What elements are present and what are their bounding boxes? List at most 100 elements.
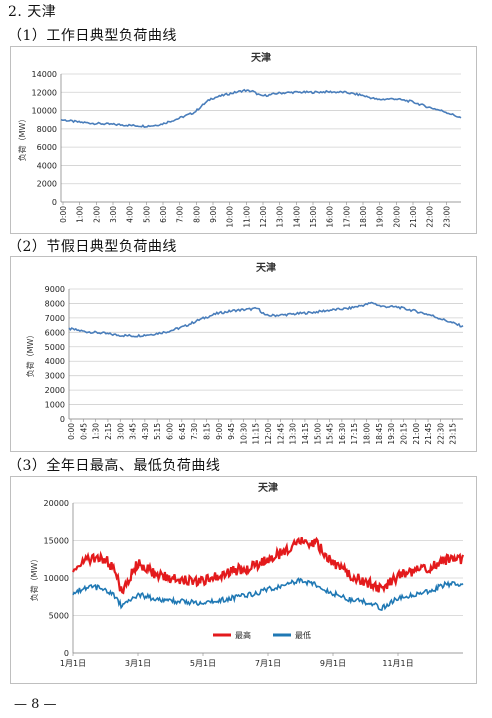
x-tick-label: 17:15 — [350, 423, 359, 445]
x-tick-label: 0:00 — [67, 423, 76, 440]
y-tick-label: 5000 — [45, 343, 65, 352]
y-tick-label: 0 — [64, 649, 69, 658]
y-axis-label: 负荷（MW） — [17, 115, 27, 162]
x-tick-label: 4:30 — [141, 423, 150, 440]
x-tick-label: 14:15 — [301, 423, 310, 445]
x-tick-label: 1:00 — [76, 206, 85, 223]
x-tick-label: 12:00 — [264, 423, 273, 445]
y-tick-label: 5000 — [49, 612, 69, 621]
x-tick-label: 18:00 — [359, 206, 368, 228]
x-tick-label: 1:30 — [92, 423, 101, 440]
series-line-max — [72, 536, 465, 595]
annual-max-min-load-chart: 天津 0 5000 10000 15000 20000 负荷（MW） 1月1日 3月1日 5月1日… — [29, 481, 465, 668]
x-tick-label: 2:15 — [104, 423, 113, 440]
page-number: — 8 — — [14, 697, 57, 712]
x-tick-label: 15:00 — [309, 206, 318, 228]
heading-annual-curve: （3）全年日最高、最低负荷曲线 — [8, 458, 221, 474]
x-tick-label: 1月1日 — [60, 659, 86, 668]
x-tick-label: 6:00 — [159, 206, 168, 223]
chart-title: 天津 — [251, 51, 271, 64]
x-tick-label: 3:45 — [129, 423, 138, 440]
chart-panel-workday: 天津 0 2000 4000 6000 8000 10000 12000 14000 负荷（MW）… — [10, 46, 477, 234]
legend-label: 最高 — [235, 630, 251, 640]
x-tick-label: 21:45 — [424, 423, 433, 445]
x-tick-label: 21:00 — [409, 206, 418, 228]
x-tick-label: 7月1日 — [255, 659, 281, 668]
x-tick-label: 12:00 — [259, 206, 268, 228]
y-axis-label: 负荷（MW） — [25, 331, 35, 378]
chart-title: 天津 — [258, 481, 278, 494]
y-tick-label: 6000 — [37, 143, 57, 152]
x-tick-label: 6:00 — [166, 423, 175, 440]
y-axis-label: 负荷（MW） — [29, 555, 39, 602]
x-tick-label: 9月1日 — [320, 659, 346, 668]
x-tick-label: 18:00 — [363, 423, 372, 445]
chart-panel-holiday: 天津 0 1000 2000 3000 4000 5000 6000 7000 8000 9000 负… — [10, 256, 477, 452]
y-tick-label: 0 — [52, 198, 57, 207]
y-tick-label: 14000 — [32, 70, 57, 79]
x-tick-label: 11月1日 — [382, 659, 413, 668]
x-tick-label: 3:00 — [109, 206, 118, 223]
x-tick-label: 0:00 — [59, 206, 68, 223]
x-tick-label: 19:30 — [387, 423, 396, 445]
heading-workday-curve: （1）工作日典型负荷曲线 — [8, 28, 177, 44]
x-tick-label: 20:15 — [399, 423, 408, 445]
y-tick-label: 2000 — [37, 180, 57, 189]
x-tick-label: 10:00 — [226, 206, 235, 228]
y-tick-label: 7000 — [45, 314, 65, 323]
x-tick-label: 12:45 — [276, 423, 285, 445]
x-tick-label: 7:30 — [190, 423, 199, 440]
x-tick-label: 5:00 — [142, 206, 151, 223]
y-tick-label: 8000 — [37, 125, 57, 134]
x-tick-label: 17:00 — [342, 206, 351, 228]
x-tick-label: 4:00 — [126, 206, 135, 223]
y-tick-label: 8000 — [45, 299, 65, 308]
x-tick-label: 11:00 — [242, 206, 251, 228]
x-tick-label: 16:30 — [338, 423, 347, 445]
workday-load-chart: 天津 0 2000 4000 6000 8000 10000 12000 14000 负荷（MW）… — [17, 51, 462, 228]
holiday-load-chart: 天津 0 1000 2000 3000 4000 5000 6000 7000 8000 9000 负… — [25, 261, 464, 445]
x-tick-label: 21:00 — [412, 423, 421, 445]
x-tick-label: 16:00 — [326, 206, 335, 228]
x-tick-label: 18:45 — [375, 423, 384, 445]
x-tick-label: 5月1日 — [190, 659, 216, 668]
y-tick-label: 20000 — [44, 499, 69, 508]
chart-panel-annual: 天津 0 5000 10000 15000 20000 负荷（MW） 1月1日 3月1日 5月1日… — [10, 476, 477, 684]
x-tick-label: 7:00 — [176, 206, 185, 223]
x-tick-label: 9:45 — [227, 423, 236, 440]
x-tick-label: 11:15 — [252, 423, 261, 445]
x-tick-label: 8:00 — [192, 206, 201, 223]
x-tick-label: 23:15 — [449, 423, 458, 445]
load-series-line — [68, 301, 464, 338]
x-tick-label: 22:30 — [436, 423, 445, 445]
x-tick-label: 6:45 — [178, 423, 187, 440]
x-tick-label: 15:45 — [326, 423, 335, 445]
x-tick-label: 5:15 — [153, 423, 162, 440]
y-tick-label: 12000 — [32, 88, 57, 97]
x-tick-label: 22:00 — [426, 206, 435, 228]
chart-title: 天津 — [256, 261, 276, 274]
x-tick-label: 10:30 — [239, 423, 248, 445]
x-tick-label: 13:30 — [289, 423, 298, 445]
y-tick-label: 3000 — [45, 372, 65, 381]
x-tick-label: 20:00 — [392, 206, 401, 228]
y-tick-label: 2000 — [45, 386, 65, 395]
x-tick-label: 8:15 — [202, 423, 211, 440]
y-tick-label: 10000 — [44, 574, 69, 583]
legend-label: 最低 — [295, 630, 311, 640]
x-tick-label: 15:00 — [313, 423, 322, 445]
load-series-line — [60, 88, 462, 128]
x-tick-label: 2:00 — [92, 206, 101, 223]
section-title: 2. 天津 — [8, 4, 57, 20]
x-tick-label: 9:00 — [215, 423, 224, 440]
y-tick-label: 4000 — [37, 161, 57, 170]
x-tick-label: 13:00 — [276, 206, 285, 228]
y-tick-label: 10000 — [32, 107, 57, 116]
y-tick-label: 9000 — [45, 285, 65, 294]
y-tick-label: 1000 — [45, 401, 65, 410]
y-tick-label: 6000 — [45, 328, 65, 337]
heading-holiday-curve: （2）节假日典型负荷曲线 — [8, 239, 177, 255]
y-tick-label: 15000 — [44, 537, 69, 546]
y-tick-label: 0 — [60, 415, 65, 424]
x-tick-label: 14:00 — [292, 206, 301, 228]
